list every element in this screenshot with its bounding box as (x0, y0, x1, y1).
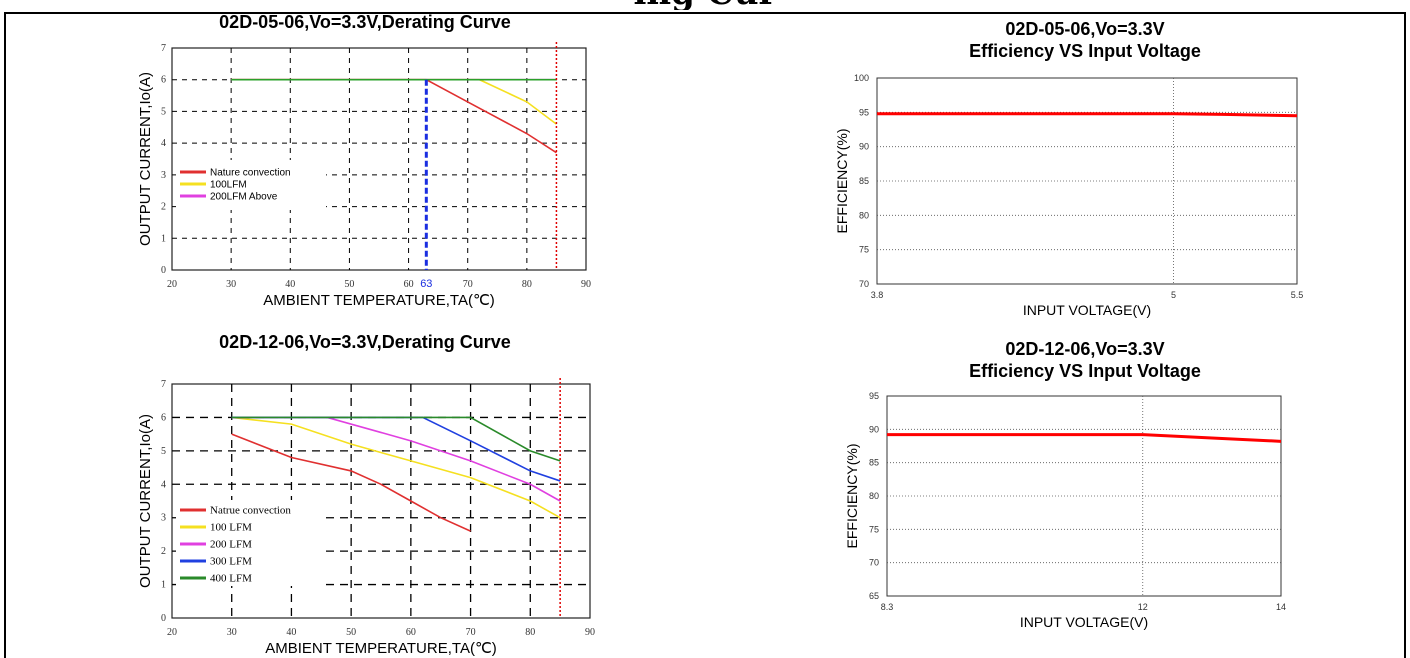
y-tick-label: 2 (161, 546, 166, 557)
chart-title-efficiency-05: 02D-05-06,Vo=3.3V Efficiency VS Input Vo… (969, 19, 1201, 61)
efficiency-chart-05: 70 75 80 85 90 95 100 3.8 5 5.5 INPUT VOLTAGE(V) EF… (834, 73, 1304, 318)
y-tick-label: 95 (859, 107, 869, 117)
y-tick-label: 4 (161, 138, 166, 149)
y-tick-label: 6 (161, 75, 166, 86)
y-tick-label: 5 (161, 106, 166, 117)
x-tick-label: 40 (285, 279, 295, 290)
y-tick-label: 5 (161, 446, 166, 457)
y-tick-label: 70 (869, 558, 879, 568)
legend-label: 200LFM Above (210, 192, 278, 203)
x-tick-label: 50 (344, 279, 354, 290)
derating-chart-12: 20 30 40 50 60 70 80 90 0 1 2 3 4 5 6 7 Natrue convectio… (137, 378, 595, 657)
x-tick-label: 90 (585, 627, 595, 638)
y-axis-label: EFFICIENCY(%) (834, 129, 850, 234)
y-tick-label: 0 (161, 613, 166, 624)
y-tick-label: 85 (869, 458, 879, 468)
x-tick-label: 50 (346, 627, 356, 638)
x-tick-label: 80 (525, 627, 535, 638)
x-tick-label: 5 (1171, 290, 1176, 300)
x-axis-label: AMBIENT TEMPERATURE,TA(℃) (265, 640, 497, 657)
x-tick-label: 30 (227, 627, 237, 638)
y-tick-label: 2 (161, 202, 166, 213)
legend-label: Natrue convection (210, 505, 291, 517)
x-tick-label: 5.5 (1291, 290, 1304, 300)
y-tick-label: 75 (859, 245, 869, 255)
y-tick-label: 6 (161, 412, 166, 423)
y-tick-label: 70 (859, 279, 869, 289)
x-tick-label: 60 (404, 279, 414, 290)
y-tick-label: 80 (859, 210, 869, 220)
efficiency-chart-12: 65 70 75 80 85 90 95 8.3 12 14 INPUT VOLTAGE(V) EFF… (844, 391, 1286, 630)
y-axis-label: EFFICIENCY(%) (844, 444, 860, 549)
y-tick-label: 90 (869, 424, 879, 434)
y-tick-label: 7 (161, 43, 166, 54)
x-tick-label: 70 (466, 627, 476, 638)
x-tick-label: 90 (581, 279, 591, 290)
document-frame (4, 12, 1406, 658)
x-tick-label: 8.3 (881, 602, 894, 612)
x-tick-label: 20 (167, 279, 177, 290)
y-axis-label: OUTPUT CURRENT,Io(A) (137, 72, 154, 246)
legend-label: Nature convection (210, 168, 291, 179)
y-tick-label: 75 (869, 524, 879, 534)
legend-label: 100 LFM (210, 522, 252, 534)
x-tick-label: 40 (286, 627, 296, 638)
x-tick-label: 80 (522, 279, 532, 290)
series-line (231, 433, 471, 532)
x-tick-label: 14 (1276, 602, 1286, 612)
y-tick-label: 65 (869, 591, 879, 601)
x-tick-label: 70 (463, 279, 473, 290)
x-tick-label: 3.8 (871, 290, 884, 300)
derating-marker-label: 63 (420, 278, 432, 290)
x-tick-label: 60 (406, 627, 416, 638)
efficiency-series-line (887, 433, 1282, 443)
y-tick-label: 95 (869, 391, 879, 401)
x-tick-label: 12 (1138, 602, 1148, 612)
series-line (231, 416, 561, 462)
series-line (231, 416, 561, 519)
chart-title-derating-12: 02D-12-06,Vo=3.3V,Derating Curve (219, 332, 511, 352)
y-tick-label: 1 (161, 233, 166, 244)
x-axis-label: INPUT VOLTAGE(V) (1023, 302, 1151, 318)
legend-label: 400 LFM (210, 573, 252, 585)
legend-label: 100LFM (210, 180, 247, 191)
x-axis-label: AMBIENT TEMPERATURE,TA(℃) (263, 292, 495, 309)
legend-label: 300 LFM (210, 556, 252, 568)
y-tick-label: 90 (859, 142, 869, 152)
y-tick-label: 3 (161, 513, 166, 524)
page-heading-fragment: ing Cur (560, 0, 850, 10)
x-axis-label: INPUT VOLTAGE(V) (1020, 614, 1148, 630)
plot-area (886, 395, 1282, 597)
plot-area (171, 47, 587, 271)
legend-label: 200 LFM (210, 539, 252, 551)
x-tick-label: 20 (167, 627, 177, 638)
y-tick-label: 85 (859, 176, 869, 186)
y-tick-label: 3 (161, 170, 166, 181)
y-tick-label: 4 (161, 479, 166, 490)
chart-title-derating-05: 02D-05-06,Vo=3.3V,Derating Curve (219, 12, 511, 32)
y-tick-label: 1 (161, 580, 166, 591)
chart-title-efficiency-12: 02D-12-06,Vo=3.3V Efficiency VS Input Vo… (969, 339, 1201, 381)
y-tick-label: 7 (161, 379, 166, 390)
y-tick-label: 80 (869, 491, 879, 501)
derating-chart-05: 20 30 40 50 60 70 80 90 0 1 2 3 4 5 6 7 Nature convectio… (137, 42, 591, 309)
efficiency-series-line (877, 112, 1298, 118)
x-tick-label: 30 (226, 279, 236, 290)
y-tick-label: 0 (161, 265, 166, 276)
y-axis-label: OUTPUT CURRENT,Io(A) (137, 414, 154, 588)
y-tick-label: 100 (854, 73, 869, 83)
